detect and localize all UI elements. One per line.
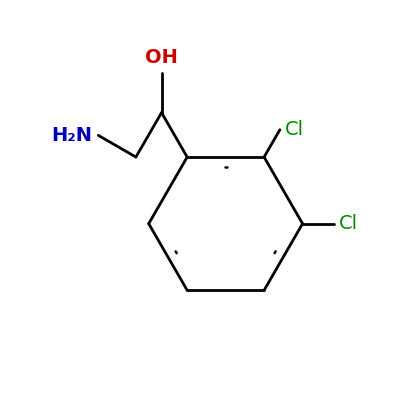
Text: Cl: Cl	[339, 214, 358, 233]
Text: OH: OH	[145, 48, 178, 67]
Text: H₂N: H₂N	[52, 126, 92, 145]
Text: Cl: Cl	[285, 120, 304, 139]
